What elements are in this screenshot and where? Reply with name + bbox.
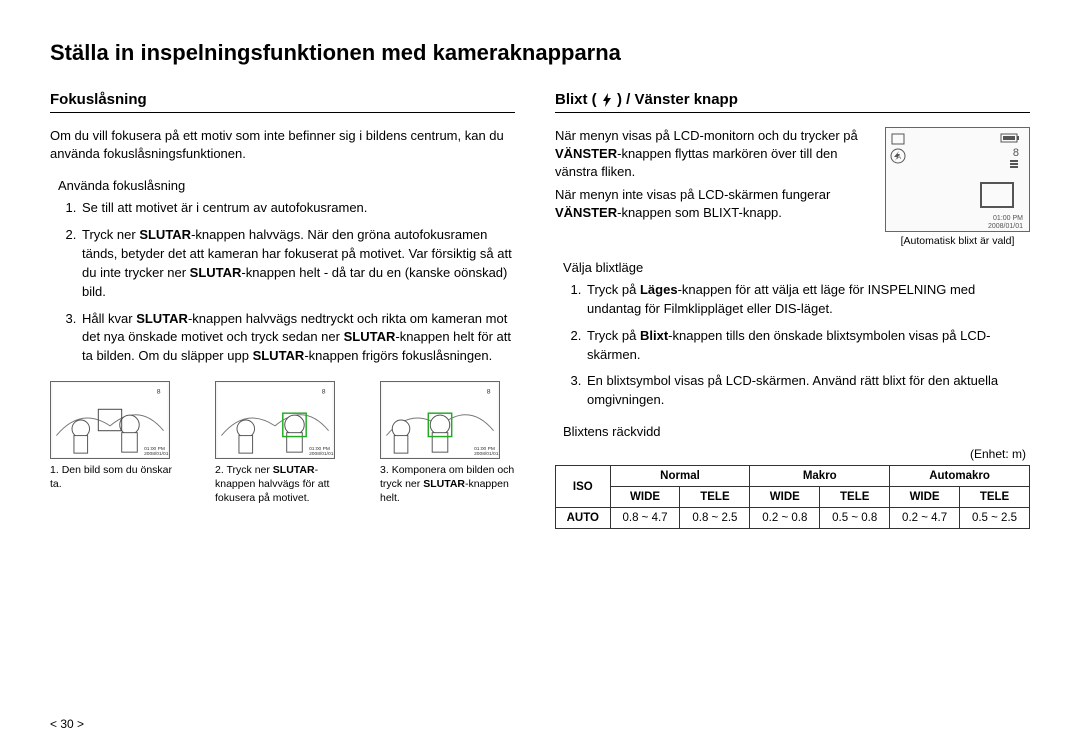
left-step-1: Se till att motivet är i centrum av auto… bbox=[80, 199, 515, 218]
page-number: < 30 > bbox=[50, 717, 84, 731]
t: När menyn inte visas på LCD-skärmen fung… bbox=[555, 187, 830, 202]
t: SLUTAR bbox=[190, 265, 242, 280]
thumb-1-img: 01:00 PM 2008/01/01 8 bbox=[50, 381, 170, 459]
left-intro: Om du vill fokusera på ett motiv som int… bbox=[50, 127, 515, 163]
th-makro: Makro bbox=[750, 466, 890, 487]
th-automakro: Automakro bbox=[890, 466, 1030, 487]
t: Blixt ( bbox=[555, 91, 601, 108]
t: När menyn visas på LCD-monitorn och du t… bbox=[555, 128, 858, 143]
t: Tryck på bbox=[587, 282, 640, 297]
t: Blixt bbox=[640, 328, 668, 343]
td: 0.5 ~ 2.5 bbox=[960, 508, 1030, 529]
left-column: Fokuslåsning Om du vill fokusera på ett … bbox=[50, 91, 515, 529]
thumb-3-caption: 3. Komponera om bilden och tryck ner SLU… bbox=[380, 463, 515, 506]
lcd-time: 01:00 PM bbox=[993, 215, 1023, 222]
thumbnail-row: 01:00 PM 2008/01/01 8 1. Den bild som du… bbox=[50, 381, 515, 506]
thumb-2-caption: 2. Tryck ner SLUTAR-knappen halvvägs för… bbox=[215, 463, 350, 506]
td: 0.2 ~ 0.8 bbox=[750, 508, 820, 529]
t: 2. bbox=[215, 464, 224, 476]
right-sub2: Blixtens räckvidd bbox=[563, 424, 1030, 439]
right-sub1: Välja blixtläge bbox=[563, 260, 1030, 275]
thumb-2: 01:00 PM 2008/01/01 8 2. Tryck ner SLUTA… bbox=[215, 381, 350, 506]
t: ) / Vänster knapp bbox=[613, 91, 738, 108]
svg-text:A: A bbox=[897, 155, 901, 161]
td-auto: AUTO bbox=[556, 508, 611, 529]
th-tele: TELE bbox=[820, 487, 890, 508]
thumb-2-img: 01:00 PM 2008/01/01 8 bbox=[215, 381, 335, 459]
right-step-1: Tryck på Läges-knappen för att välja ett… bbox=[585, 281, 1030, 319]
svg-text:8: 8 bbox=[322, 389, 326, 396]
td: 0.8 ~ 2.5 bbox=[680, 508, 750, 529]
t: Läges bbox=[640, 282, 678, 297]
content-columns: Fokuslåsning Om du vill fokusera på ett … bbox=[50, 91, 1030, 529]
t: Tryck ner bbox=[82, 227, 139, 242]
right-step-3: En blixtsymbol visas på LCD-skärmen. Anv… bbox=[585, 372, 1030, 410]
thumb-1-caption: 1. Den bild som du önskar ta. bbox=[50, 463, 185, 491]
camera-scene-icon: 01:00 PM 2008/01/01 8 bbox=[51, 382, 169, 458]
camera-scene-icon: 01:00 PM 2008/01/01 8 bbox=[381, 382, 499, 458]
right-steps: Tryck på Läges-knappen för att välja ett… bbox=[585, 281, 1030, 410]
thumb-3-img: 01:00 PM 2008/01/01 8 bbox=[380, 381, 500, 459]
svg-text:2008/01/01: 2008/01/01 bbox=[474, 451, 499, 457]
unit-label: (Enhet: m) bbox=[555, 447, 1026, 461]
flash-range-table: ISO Normal Makro Automakro WIDE TELE WID… bbox=[555, 465, 1030, 529]
svg-text:8: 8 bbox=[487, 389, 491, 396]
t: SLUTAR bbox=[253, 348, 305, 363]
t: VÄNSTER bbox=[555, 146, 617, 161]
t: -knappen som BLIXT-knapp. bbox=[617, 205, 782, 220]
t: Håll kvar bbox=[82, 311, 136, 326]
t: En blixtsymbol visas på LCD-skärmen. Anv… bbox=[587, 373, 998, 407]
lcd-screen-svg: A 8 01:00 PM 2008/01/01 bbox=[886, 128, 1031, 233]
th-iso: ISO bbox=[556, 466, 611, 508]
left-steps: Se till att motivet är i centrum av auto… bbox=[80, 199, 515, 366]
svg-text:2008/01/01: 2008/01/01 bbox=[309, 451, 334, 457]
td: 0.8 ~ 4.7 bbox=[610, 508, 680, 529]
lcd-date: 2008/01/01 bbox=[988, 223, 1023, 230]
t: SLUTAR bbox=[423, 478, 465, 490]
camera-scene-icon: 01:00 PM 2008/01/01 8 bbox=[216, 382, 334, 458]
thumb-3: 01:00 PM 2008/01/01 8 3. Komponera om bi… bbox=[380, 381, 515, 506]
svg-text:8: 8 bbox=[157, 389, 161, 396]
lcd-caption: [Automatisk blixt är vald] bbox=[885, 235, 1030, 247]
right-step-2: Tryck på Blixt-knappen tills den önskade… bbox=[585, 327, 1030, 365]
lcd-screen: A 8 01:00 PM 2008/01/01 bbox=[885, 127, 1030, 232]
t: -knappen frigörs fokuslåsningen. bbox=[304, 348, 492, 363]
left-step-2: Tryck ner SLUTAR-knappen halvvägs. När d… bbox=[80, 226, 515, 301]
td: 0.2 ~ 4.7 bbox=[890, 508, 960, 529]
left-step-3: Håll kvar SLUTAR-knappen halvvägs nedtry… bbox=[80, 310, 515, 367]
lcd-count: 8 bbox=[1013, 147, 1019, 159]
th-tele: TELE bbox=[960, 487, 1030, 508]
th-normal: Normal bbox=[610, 466, 750, 487]
th-wide: WIDE bbox=[750, 487, 820, 508]
t: 3. bbox=[380, 464, 389, 476]
left-heading: Fokuslåsning bbox=[50, 91, 515, 113]
t: VÄNSTER bbox=[555, 205, 617, 220]
t: SLUTAR bbox=[344, 329, 396, 344]
thumb-1: 01:00 PM 2008/01/01 8 1. Den bild som du… bbox=[50, 381, 185, 506]
step1-text: Se till att motivet är i centrum av auto… bbox=[82, 200, 367, 215]
lcd-preview: A 8 01:00 PM 2008/01/01 [Automatisk blix… bbox=[885, 127, 1030, 247]
t: SLUTAR bbox=[136, 311, 188, 326]
page-title: Ställa in inspelningsfunktionen med kame… bbox=[50, 40, 1030, 66]
th-wide: WIDE bbox=[610, 487, 680, 508]
th-wide: WIDE bbox=[890, 487, 960, 508]
t: SLUTAR bbox=[273, 464, 315, 476]
th-tele: TELE bbox=[680, 487, 750, 508]
left-subheading: Använda fokuslåsning bbox=[58, 178, 515, 193]
t: Tryck ner bbox=[227, 464, 273, 476]
svg-text:2008/01/01: 2008/01/01 bbox=[144, 451, 169, 457]
t: Den bild som du önskar ta. bbox=[50, 464, 172, 490]
flash-icon bbox=[601, 93, 613, 107]
t: SLUTAR bbox=[139, 227, 191, 242]
t: 1. bbox=[50, 464, 59, 476]
right-column: Blixt ( ) / Vänster knapp A 8 01:00 PM 2… bbox=[555, 91, 1030, 529]
td: 0.5 ~ 0.8 bbox=[820, 508, 890, 529]
t: Tryck på bbox=[587, 328, 640, 343]
right-heading: Blixt ( ) / Vänster knapp bbox=[555, 91, 1030, 113]
